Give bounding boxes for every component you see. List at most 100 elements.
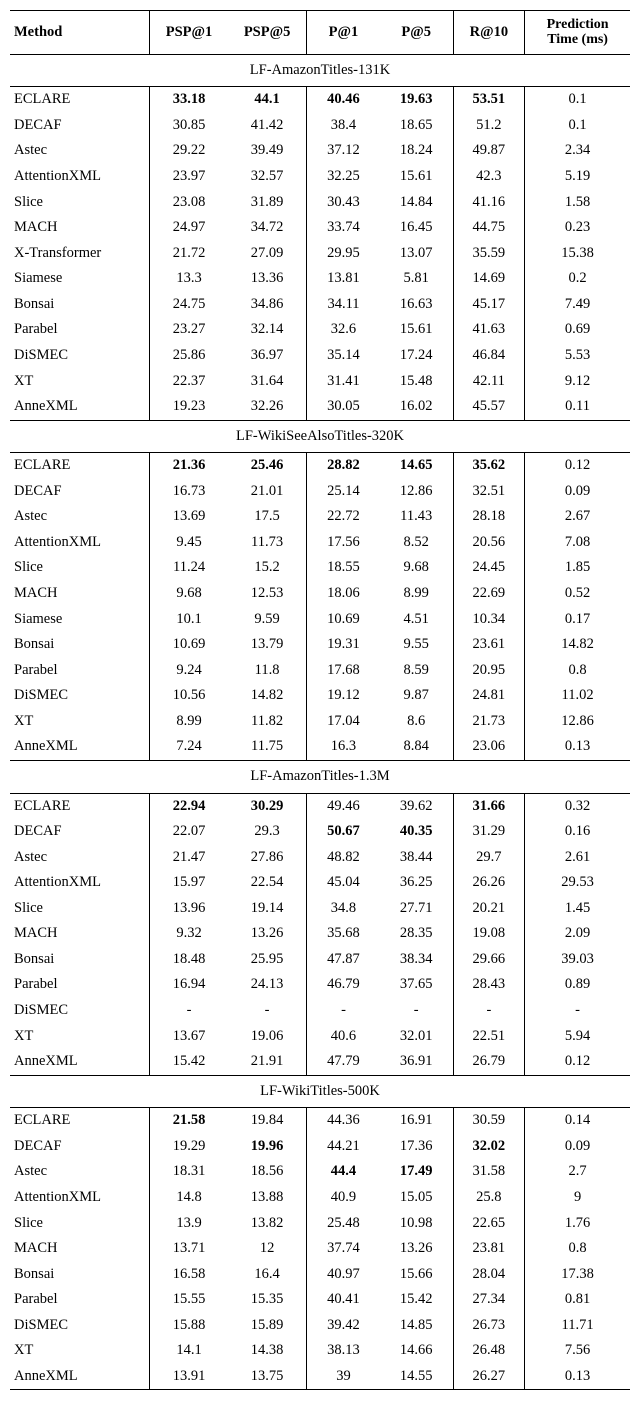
method-cell: DiSMEC [10, 1313, 150, 1339]
value-cell: 15.61 [380, 164, 453, 190]
value-cell: 11.71 [525, 1313, 630, 1339]
table-row: AnneXML7.2411.7516.38.8423.060.13 [10, 734, 630, 760]
value-cell: 8.6 [380, 709, 453, 735]
value-cell: 37.65 [380, 972, 453, 998]
value-cell: 13.81 [307, 266, 380, 292]
value-cell: 45.17 [453, 292, 525, 318]
value-cell: 31.64 [228, 369, 307, 395]
value-cell: 13.75 [228, 1364, 307, 1390]
method-cell: ECLARE [10, 1108, 150, 1134]
table-row: Bonsai16.5816.440.9715.6628.0417.38 [10, 1262, 630, 1288]
value-cell: 8.99 [150, 709, 229, 735]
table-row: Parabel16.9424.1346.7937.6528.430.89 [10, 972, 630, 998]
value-cell: 21.01 [228, 479, 307, 505]
col-r10: R@10 [453, 11, 525, 55]
value-cell: 24.45 [453, 555, 525, 581]
method-cell: MACH [10, 1236, 150, 1262]
value-cell: 0.81 [525, 1287, 630, 1313]
value-cell: 9.32 [150, 921, 229, 947]
value-cell: 32.57 [228, 164, 307, 190]
value-cell: 8.52 [380, 530, 453, 556]
value-cell: - [380, 998, 453, 1024]
method-cell: XT [10, 1338, 150, 1364]
value-cell: 40.9 [307, 1185, 380, 1211]
value-cell: 15.42 [150, 1049, 229, 1075]
value-cell: 5.81 [380, 266, 453, 292]
method-cell: Parabel [10, 972, 150, 998]
table-row: AnneXML15.4221.9147.7936.9126.790.12 [10, 1049, 630, 1075]
value-cell: 13.96 [150, 896, 229, 922]
method-cell: AttentionXML [10, 1185, 150, 1211]
value-cell: 24.13 [228, 972, 307, 998]
value-cell: 16.4 [228, 1262, 307, 1288]
value-cell: 31.58 [453, 1159, 525, 1185]
value-cell: 34.11 [307, 292, 380, 318]
value-cell: 16.63 [380, 292, 453, 318]
table-row: MACH9.6812.5318.068.9922.690.52 [10, 581, 630, 607]
table-row: DiSMEC10.5614.8219.129.8724.8111.02 [10, 683, 630, 709]
value-cell: 35.59 [453, 241, 525, 267]
value-cell: 18.55 [307, 555, 380, 581]
table-row: Slice13.9619.1434.827.7120.211.45 [10, 896, 630, 922]
value-cell: 8.59 [380, 658, 453, 684]
value-cell: 10.34 [453, 607, 525, 633]
value-cell: 2.34 [525, 138, 630, 164]
value-cell: 39.49 [228, 138, 307, 164]
value-cell: 32.6 [307, 317, 380, 343]
value-cell: 1.58 [525, 190, 630, 216]
value-cell: 5.94 [525, 1024, 630, 1050]
table-row: DECAF22.0729.350.6740.3531.290.16 [10, 819, 630, 845]
value-cell: 20.21 [453, 896, 525, 922]
table-row: Parabel23.2732.1432.615.6141.630.69 [10, 317, 630, 343]
value-cell: 0.11 [525, 394, 630, 420]
table-row: DiSMEC------ [10, 998, 630, 1024]
method-cell: ECLARE [10, 793, 150, 819]
value-cell: 40.35 [380, 819, 453, 845]
value-cell: 0.32 [525, 793, 630, 819]
value-cell: 23.08 [150, 190, 229, 216]
value-cell: 32.01 [380, 1024, 453, 1050]
method-cell: Bonsai [10, 1262, 150, 1288]
value-cell: 25.95 [228, 947, 307, 973]
value-cell: 47.79 [307, 1049, 380, 1075]
table-row: DECAF19.2919.9644.2117.3632.020.09 [10, 1134, 630, 1160]
value-cell: 17.56 [307, 530, 380, 556]
value-cell: 31.89 [228, 190, 307, 216]
section-title: LF-WikiTitles-500K [10, 1075, 630, 1108]
results-table: Method PSP@1 PSP@5 P@1 P@5 R@10 Predicti… [10, 10, 630, 1390]
table-row: DiSMEC25.8636.9735.1417.2446.845.53 [10, 343, 630, 369]
value-cell: 0.13 [525, 734, 630, 760]
value-cell: 0.8 [525, 658, 630, 684]
value-cell: 17.68 [307, 658, 380, 684]
method-cell: ECLARE [10, 453, 150, 479]
table-row: DiSMEC15.8815.8939.4214.8526.7311.71 [10, 1313, 630, 1339]
value-cell: 8.99 [380, 581, 453, 607]
value-cell: 29.22 [150, 138, 229, 164]
value-cell: 44.36 [307, 1108, 380, 1134]
value-cell: 0.14 [525, 1108, 630, 1134]
method-cell: XT [10, 1024, 150, 1050]
section-title: LF-WikiSeeAlsoTitles-320K [10, 420, 630, 453]
method-cell: AnneXML [10, 1364, 150, 1390]
value-cell: 20.95 [453, 658, 525, 684]
value-cell: - [150, 998, 229, 1024]
value-cell: 19.63 [380, 87, 453, 113]
method-cell: AttentionXML [10, 870, 150, 896]
method-cell: Slice [10, 190, 150, 216]
table-row: MACH13.711237.7413.2623.810.8 [10, 1236, 630, 1262]
value-cell: 10.1 [150, 607, 229, 633]
value-cell: 9.24 [150, 658, 229, 684]
value-cell: 17.49 [380, 1159, 453, 1185]
value-cell: 23.27 [150, 317, 229, 343]
value-cell: 18.65 [380, 113, 453, 139]
value-cell: 7.49 [525, 292, 630, 318]
value-cell: 0.8 [525, 1236, 630, 1262]
value-cell: 16.94 [150, 972, 229, 998]
method-cell: Astec [10, 1159, 150, 1185]
value-cell: 33.74 [307, 215, 380, 241]
value-cell: 5.19 [525, 164, 630, 190]
method-cell: Siamese [10, 266, 150, 292]
value-cell: 1.76 [525, 1211, 630, 1237]
section-title-row: LF-WikiSeeAlsoTitles-320K [10, 420, 630, 453]
value-cell: 32.02 [453, 1134, 525, 1160]
